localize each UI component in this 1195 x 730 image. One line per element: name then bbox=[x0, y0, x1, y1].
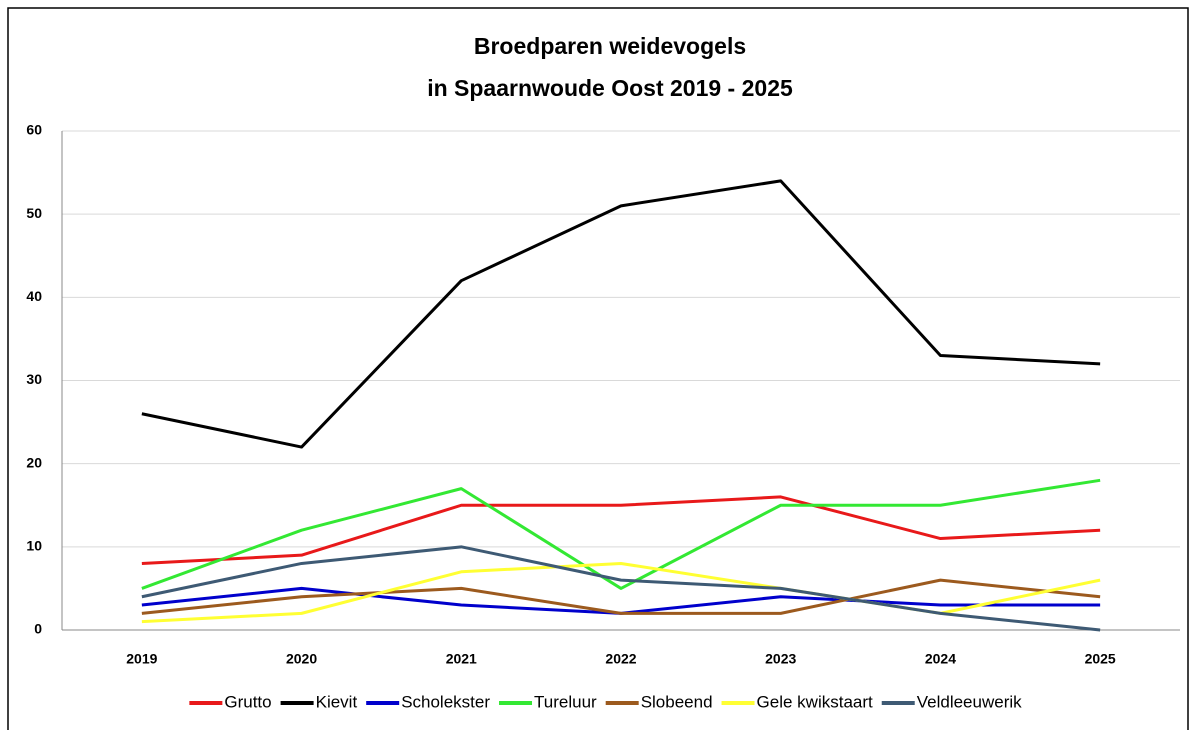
chart-frame bbox=[7, 7, 1189, 730]
x-tick-label: 2021 bbox=[446, 651, 477, 667]
series-line bbox=[141, 578, 1101, 615]
chart-title: in Spaarnwoude Oost 2019 - 2025 bbox=[427, 75, 793, 101]
series-line bbox=[141, 179, 1101, 449]
x-tick-label: 2025 bbox=[1085, 651, 1116, 667]
y-tick-label: 10 bbox=[26, 538, 42, 554]
y-tick-label: 40 bbox=[26, 288, 42, 304]
legend-label: Slobeend bbox=[641, 692, 713, 711]
y-tick-label: 20 bbox=[26, 454, 42, 470]
x-tick-label: 2023 bbox=[765, 651, 796, 667]
x-tick-label: 2022 bbox=[605, 651, 636, 667]
legend-label: Tureluur bbox=[534, 692, 597, 711]
chart-title: Broedparen weidevogels bbox=[474, 33, 746, 59]
x-tick-label: 2019 bbox=[126, 651, 157, 667]
y-tick-label: 50 bbox=[26, 205, 42, 221]
y-tick-label: 30 bbox=[26, 371, 42, 387]
y-tick-label: 60 bbox=[26, 122, 42, 138]
y-tick-label: 0 bbox=[34, 621, 42, 637]
x-tick-label: 2024 bbox=[925, 651, 956, 667]
series-line bbox=[141, 495, 1101, 565]
x-tick-label: 2020 bbox=[286, 651, 317, 667]
legend-label: Grutto bbox=[224, 692, 271, 711]
legend-label: Veldleeuwerik bbox=[917, 692, 1022, 711]
series-line bbox=[141, 545, 1101, 632]
legend-label: Scholekster bbox=[401, 692, 490, 711]
legend-label: Kievit bbox=[316, 692, 358, 711]
series-line bbox=[141, 478, 1101, 590]
legend-label: Gele kwikstaart bbox=[757, 692, 873, 711]
